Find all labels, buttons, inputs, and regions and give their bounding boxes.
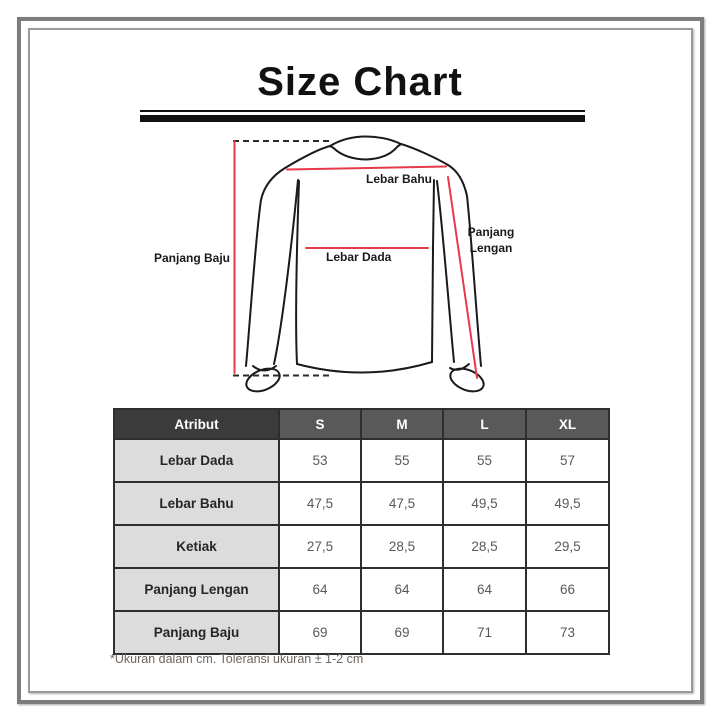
value-cell: 47,5 <box>278 481 362 526</box>
value-cell: 49,5 <box>525 481 610 526</box>
footnote: *Ukuran dalam cm. Toleransi ukuran ± 1-2… <box>110 652 364 666</box>
shirt-diagram <box>233 135 485 393</box>
col-header-xl: XL <box>525 408 610 440</box>
col-header-s: S <box>278 408 362 440</box>
attribute-cell: Lebar Dada <box>113 438 280 483</box>
measurement-label-body-length: Panjang Baju <box>153 251 230 265</box>
value-cell: 71 <box>442 610 527 655</box>
col-header-atribut: Atribut <box>113 408 280 440</box>
value-cell: 27,5 <box>278 524 362 569</box>
table-row-panjang-lengan: Panjang Lengan 64 64 64 66 <box>113 567 610 612</box>
attribute-cell: Ketiak <box>113 524 280 569</box>
table-row-lebar-bahu: Lebar Bahu 47,5 47,5 49,5 49,5 <box>113 481 610 526</box>
value-cell: 66 <box>525 567 610 612</box>
attribute-cell: Lebar Bahu <box>113 481 280 526</box>
value-cell: 55 <box>360 438 444 483</box>
value-cell: 49,5 <box>442 481 527 526</box>
measurement-label-sleeve-length-line2: Lengan <box>469 241 513 255</box>
page-title: Size Chart <box>257 60 463 104</box>
measurement-label-sleeve-length-line1: Panjang <box>467 225 515 239</box>
value-cell: 64 <box>278 567 362 612</box>
divider-thin-line <box>140 110 585 112</box>
value-cell: 55 <box>442 438 527 483</box>
outer-frame <box>17 17 704 704</box>
value-cell: 69 <box>360 610 444 655</box>
title-divider <box>140 110 585 122</box>
measurement-label-sleeve-length: Panjang Lengan <box>459 224 523 256</box>
table-row-lebar-dada: Lebar Dada 53 55 55 57 <box>113 438 610 483</box>
value-cell: 53 <box>278 438 362 483</box>
value-cell: 29,5 <box>525 524 610 569</box>
value-cell: 57 <box>525 438 610 483</box>
value-cell: 28,5 <box>360 524 444 569</box>
attribute-cell: Panjang Lengan <box>113 567 280 612</box>
value-cell: 73 <box>525 610 610 655</box>
measurement-label-chest-width: Lebar Dada <box>326 250 392 264</box>
value-cell: 64 <box>442 567 527 612</box>
value-cell: 69 <box>278 610 362 655</box>
table-header-row: Atribut S M L XL <box>113 408 610 440</box>
value-cell: 28,5 <box>442 524 527 569</box>
value-cell: 47,5 <box>360 481 444 526</box>
table-row-panjang-baju: Panjang Baju 69 69 71 73 <box>113 610 610 655</box>
size-table: Atribut S M L XL Lebar Dada 53 55 55 57 … <box>113 408 610 655</box>
col-header-l: L <box>442 408 527 440</box>
value-cell: 64 <box>360 567 444 612</box>
measurement-label-shoulder-width: Lebar Bahu <box>366 172 433 186</box>
col-header-m: M <box>360 408 444 440</box>
inner-frame <box>28 28 693 693</box>
attribute-cell: Panjang Baju <box>113 610 280 655</box>
table-row-ketiak: Ketiak 27,5 28,5 28,5 29,5 <box>113 524 610 569</box>
divider-thick-line <box>140 115 585 122</box>
